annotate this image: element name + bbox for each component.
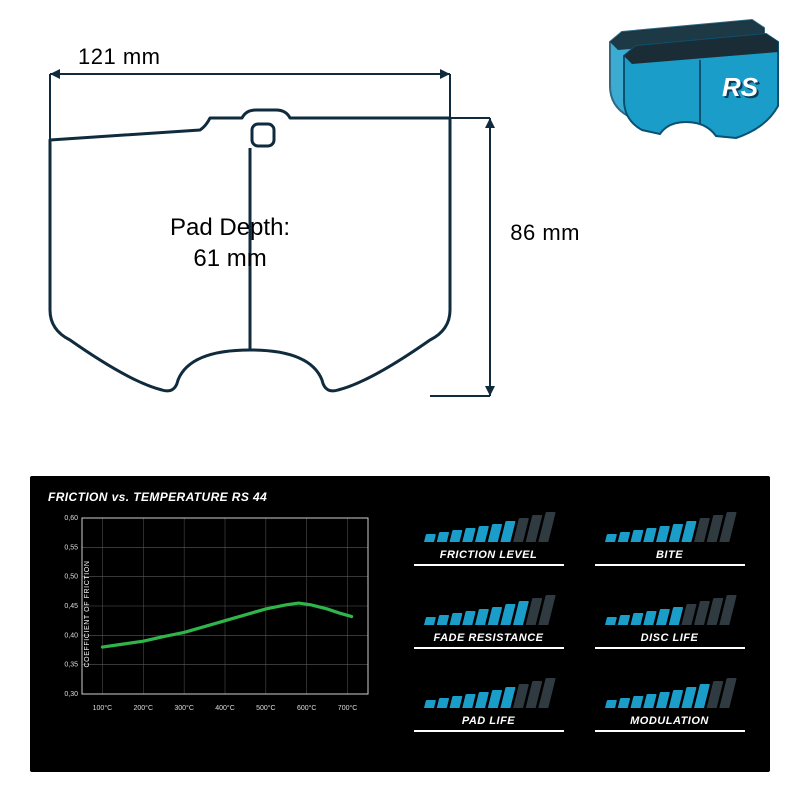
technical-drawing: 121 mm 86 mm Pad Depth: 61 mm (30, 30, 550, 430)
svg-text:400°C: 400°C (215, 704, 235, 712)
rating-item: BITE (589, 506, 750, 577)
svg-text:RS: RS (722, 72, 759, 102)
rating-item: PAD LIFE (408, 671, 569, 742)
friction-chart: FRICTION vs. TEMPERATURE RS 44 COEFFICIE… (44, 490, 384, 758)
svg-text:600°C: 600°C (297, 704, 317, 712)
chart-title: FRICTION vs. TEMPERATURE RS 44 (48, 490, 384, 504)
svg-text:700°C: 700°C (338, 704, 358, 712)
svg-text:0,35: 0,35 (64, 662, 78, 669)
rating-label: PAD LIFE (414, 712, 564, 732)
rating-label: DISC LIFE (595, 629, 745, 649)
svg-text:0,50: 0,50 (64, 574, 78, 581)
rating-label: BITE (595, 546, 745, 566)
svg-text:0,55: 0,55 (64, 544, 78, 551)
svg-text:0,60: 0,60 (64, 515, 78, 522)
rating-bars (606, 516, 733, 542)
rating-label: FRICTION LEVEL (414, 546, 564, 566)
rating-label: FADE RESISTANCE (414, 629, 564, 649)
svg-text:0,40: 0,40 (64, 632, 78, 639)
rating-bars (606, 599, 733, 625)
svg-text:300°C: 300°C (174, 704, 194, 712)
rating-item: FADE RESISTANCE (408, 589, 569, 660)
rating-bars (425, 599, 552, 625)
svg-text:0,30: 0,30 (64, 691, 78, 698)
rating-bars (606, 682, 733, 708)
chart-y-axis-label: COEFFICIENT OF FRICTION (84, 560, 91, 667)
height-dimension: 86 mm (510, 220, 580, 246)
width-dimension: 121 mm (78, 44, 160, 70)
rating-bars (425, 516, 552, 542)
rating-item: DISC LIFE (589, 589, 750, 660)
rating-bars (425, 682, 552, 708)
svg-text:200°C: 200°C (134, 704, 154, 712)
rating-label: MODULATION (595, 712, 745, 732)
svg-text:0,45: 0,45 (64, 603, 78, 610)
svg-text:500°C: 500°C (256, 704, 276, 712)
rating-item: FRICTION LEVEL (408, 506, 569, 577)
pad-depth-label: Pad Depth: 61 mm (170, 212, 290, 274)
rating-item: MODULATION (589, 671, 750, 742)
product-photo: RSRS (592, 12, 782, 152)
metrics-panel: FRICTION vs. TEMPERATURE RS 44 COEFFICIE… (30, 476, 770, 772)
svg-text:100°C: 100°C (93, 704, 113, 712)
ratings-grid: FRICTION LEVEL BITE FADE RESISTANCE DISC LI… (384, 490, 756, 758)
